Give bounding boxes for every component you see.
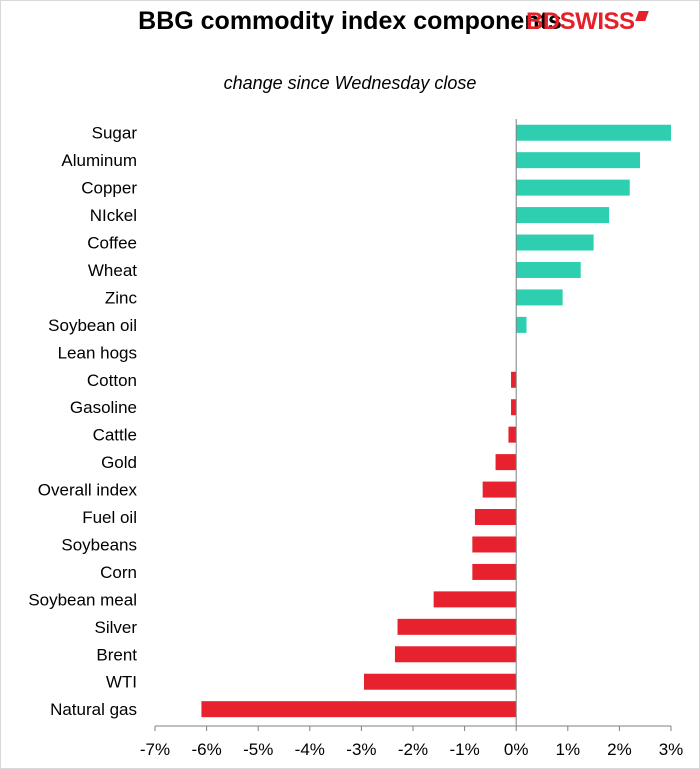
- x-tick-label: 0%: [504, 740, 529, 759]
- bar-corn: [472, 563, 517, 580]
- category-label-natural-gas: Natural gas: [50, 700, 137, 719]
- category-label-gasoline: Gasoline: [70, 398, 137, 417]
- bar-cotton: [511, 371, 517, 388]
- x-tick-label: -1%: [449, 740, 479, 759]
- x-tick-label: -4%: [295, 740, 325, 759]
- category-label-nickel: NIckel: [90, 206, 137, 225]
- axes-group: [154, 119, 672, 731]
- bar-gasoline: [511, 399, 517, 416]
- x-tick-label: 1%: [556, 740, 581, 759]
- bar-soybean-meal: [433, 591, 517, 608]
- x-tick-label: 2%: [607, 740, 632, 759]
- bar-cattle: [508, 426, 517, 443]
- bar-wti: [363, 673, 517, 690]
- x-tick-label: -3%: [346, 740, 376, 759]
- category-label-lean-hogs: Lean hogs: [58, 343, 137, 362]
- bar-coffee: [516, 234, 594, 251]
- x-tick-label: -7%: [140, 740, 170, 759]
- logo-text-swiss: SWISS: [559, 8, 635, 35]
- category-label-wheat: Wheat: [88, 261, 137, 280]
- chart-title: BBG commodity index components: [138, 7, 562, 35]
- x-tick-label: -2%: [398, 740, 428, 759]
- bar-brent: [394, 646, 517, 663]
- bar-soybeans: [472, 536, 517, 553]
- logo-text-bd: BD: [526, 8, 560, 35]
- category-label-aluminum: Aluminum: [61, 151, 137, 170]
- category-label-sugar: Sugar: [92, 124, 138, 143]
- bar-gold: [495, 454, 517, 471]
- bar-copper: [516, 179, 630, 196]
- category-labels: Sugar Aluminum Copper NIckel Coffee Wheat Zinc…: [28, 124, 137, 719]
- bdswiss-logo: BDSWISS: [526, 8, 649, 36]
- category-label-soybean-meal: Soybean meal: [28, 590, 137, 609]
- category-label-cotton: Cotton: [87, 371, 137, 390]
- category-label-copper: Copper: [81, 179, 137, 198]
- bar-fuel-oil: [474, 509, 517, 526]
- x-tick-label: -5%: [243, 740, 273, 759]
- category-label-gold: Gold: [101, 453, 137, 472]
- bar-wheat: [516, 261, 581, 278]
- category-label-zinc: Zinc: [105, 288, 138, 307]
- bar-natural-gas: [201, 701, 517, 718]
- bar-sugar: [516, 124, 671, 141]
- bar-silver: [397, 618, 517, 635]
- bar-soybean-oil: [516, 316, 527, 333]
- bar-zinc: [516, 289, 563, 306]
- bars-group: [201, 124, 671, 718]
- x-tick-label: 3%: [659, 740, 684, 759]
- bar-overall-index: [482, 481, 517, 498]
- bar-nickel: [516, 207, 610, 224]
- category-label-coffee: Coffee: [87, 234, 137, 253]
- category-label-cattle: Cattle: [93, 426, 137, 445]
- chart-subtitle: change since Wednesday close: [223, 73, 477, 93]
- category-label-soybeans: Soybeans: [61, 535, 137, 554]
- x-tick-label: -6%: [191, 740, 221, 759]
- category-label-brent: Brent: [96, 645, 137, 664]
- category-label-soybean-oil: Soybean oil: [48, 316, 137, 335]
- category-label-fuel-oil: Fuel oil: [82, 508, 137, 527]
- tick-labels: -7% -6% -5% -4% -3% -2% -1% 0% 1% 2% 3%: [140, 740, 683, 759]
- category-label-silver: Silver: [94, 618, 137, 637]
- category-label-overall-index: Overall index: [38, 481, 138, 500]
- category-label-corn: Corn: [100, 563, 137, 582]
- category-label-wti: WTI: [106, 673, 137, 692]
- bar-aluminum: [516, 152, 641, 169]
